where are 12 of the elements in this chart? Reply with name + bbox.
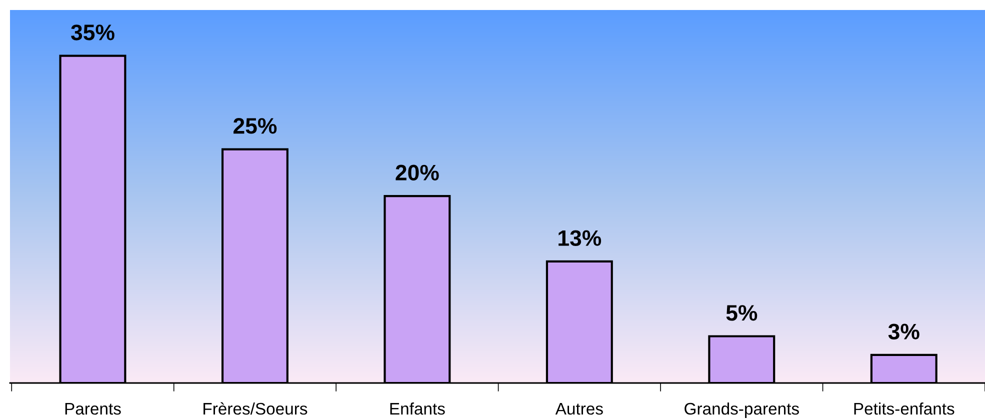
x-tick-label: Parents bbox=[65, 403, 121, 415]
data-label: 13% bbox=[558, 230, 602, 246]
data-label: 5% bbox=[726, 305, 758, 321]
data-label: 20% bbox=[396, 164, 439, 181]
x-tick-label: Frères/Soeurs bbox=[204, 402, 308, 415]
data-label: 3% bbox=[888, 324, 920, 340]
data-label: 35% bbox=[71, 24, 114, 40]
x-tick-label: Enfants bbox=[390, 402, 445, 415]
x-tick-label: Petits-enfants bbox=[854, 402, 954, 415]
x-tick-label: Grands-parents bbox=[684, 402, 799, 418]
data-label: 25% bbox=[234, 118, 277, 134]
x-tick-label: Autres bbox=[555, 403, 603, 415]
